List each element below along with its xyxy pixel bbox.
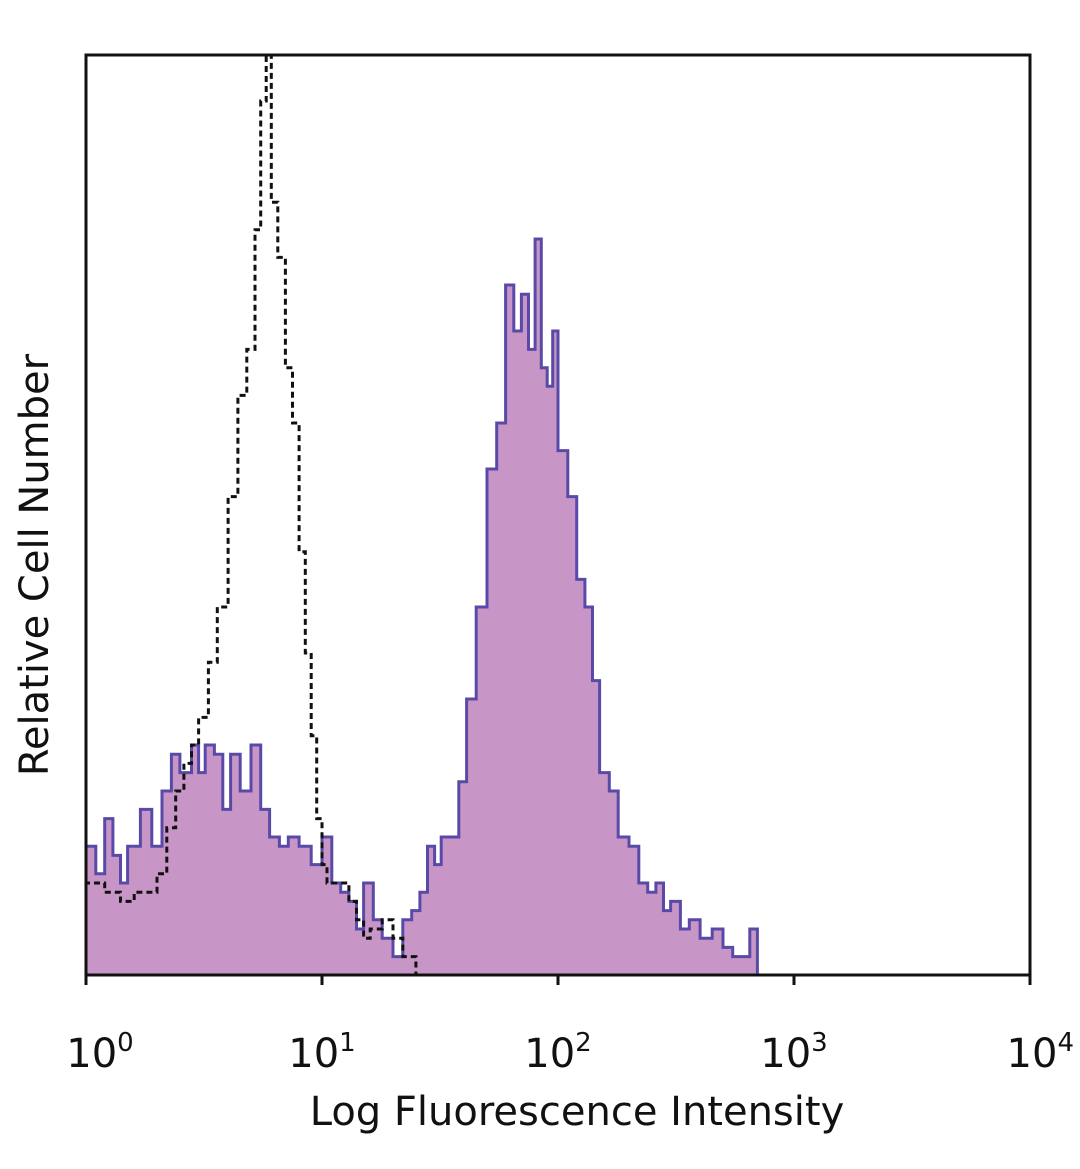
x-tick-label: 100 [66,1028,133,1077]
x-tick-label: 103 [760,1028,827,1077]
sample-histogram [84,237,764,977]
x-tick-label: 104 [1007,1028,1074,1077]
x-axis-ticks: 100 101 102 103 104 [66,975,1074,1077]
plot-area [84,53,764,977]
x-tick-label: 102 [524,1028,591,1077]
y-axis-label: Relative Cell Number [12,353,58,776]
x-tick-label: 101 [288,1028,355,1077]
x-axis-label: Log Fluorescence Intensity [310,1089,845,1135]
control-histogram [84,53,422,977]
